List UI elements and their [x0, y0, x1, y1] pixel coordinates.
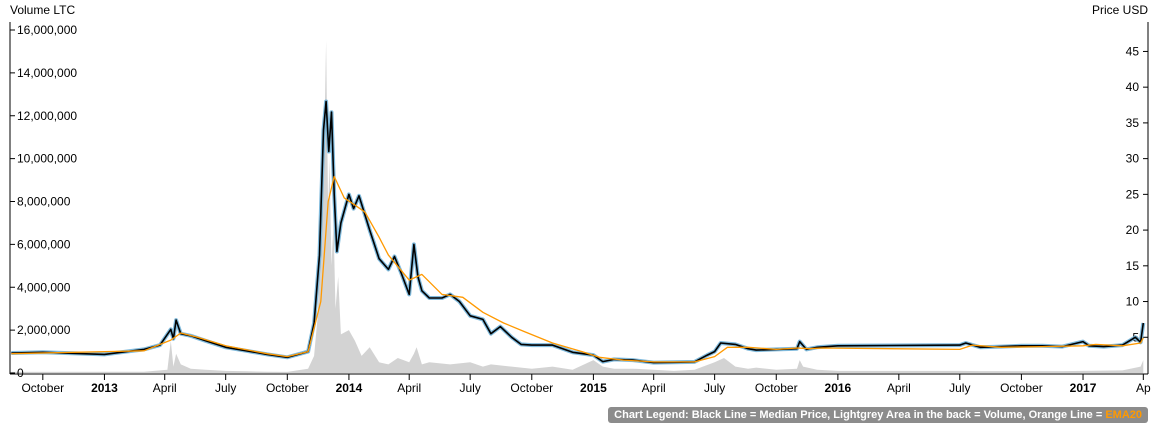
chart-legend: Chart Legend: Black Line = Median Price,…	[608, 407, 1148, 423]
x-tick-label: 2015	[580, 381, 607, 395]
x-tick-label: 2016	[825, 381, 852, 395]
right-tick-label: 25	[1126, 187, 1140, 201]
right-tick-label: 10	[1126, 295, 1140, 309]
x-tick-label: April	[887, 381, 911, 395]
left-tick-label: 2,000,000	[17, 323, 71, 337]
right-tick-label: 40	[1126, 80, 1140, 94]
x-tick-label: October	[1000, 381, 1043, 395]
x-tick-label: October	[266, 381, 309, 395]
right-axis-title: Price USD	[1092, 3, 1148, 17]
x-tick-label: April	[642, 381, 666, 395]
x-tick-label: July	[215, 381, 236, 395]
left-tick-label: 10,000,000	[17, 152, 77, 166]
x-tick-label: 2013	[91, 381, 118, 395]
x-tick-label: October	[510, 381, 553, 395]
left-tick-label: 14,000,000	[17, 66, 77, 80]
right-tick-label: 20	[1126, 223, 1140, 237]
x-tick-label: July	[459, 381, 480, 395]
ema20-line	[11, 175, 1144, 363]
x-tick-label: April	[153, 381, 177, 395]
x-tick-label: July	[949, 381, 970, 395]
left-tick-label: 4,000,000	[17, 280, 71, 294]
left-tick-label: 16,000,000	[17, 23, 77, 37]
legend-text: Chart Legend: Black Line = Median Price,…	[614, 409, 1106, 421]
price-band	[11, 99, 1146, 365]
x-tick-label: 2014	[336, 381, 363, 395]
x-tick-label: October	[21, 381, 64, 395]
left-tick-label: 12,000,000	[17, 109, 77, 123]
right-tick-label: 30	[1126, 152, 1140, 166]
left-tick-label: 8,000,000	[17, 195, 71, 209]
x-tick-label: July	[704, 381, 725, 395]
x-tick-label: April	[397, 381, 421, 395]
x-tick-label: 2017	[1070, 381, 1097, 395]
legend-ema-label: EMA20	[1105, 409, 1142, 421]
left-axis-title: Volume LTC	[10, 3, 75, 17]
right-tick-label: 45	[1126, 44, 1140, 58]
price-volume-chart: 0 2,000,000 4,000,000 6,000,000 8,000,000 10,…	[9, 3, 1151, 395]
left-tick-label: 0	[17, 366, 24, 380]
right-tick-label: 15	[1126, 259, 1140, 273]
series-layer	[11, 99, 1146, 365]
median-price-line	[11, 100, 1145, 364]
volume-area	[11, 40, 1144, 373]
right-tick-label: 35	[1126, 116, 1140, 130]
x-tick-label: Ap	[1136, 381, 1151, 395]
left-tick-label: 6,000,000	[17, 237, 71, 251]
volume-area-layer	[11, 40, 1144, 373]
x-tick-label: October	[755, 381, 798, 395]
axes-layer: 0 2,000,000 4,000,000 6,000,000 8,000,000 10,…	[9, 22, 1151, 395]
